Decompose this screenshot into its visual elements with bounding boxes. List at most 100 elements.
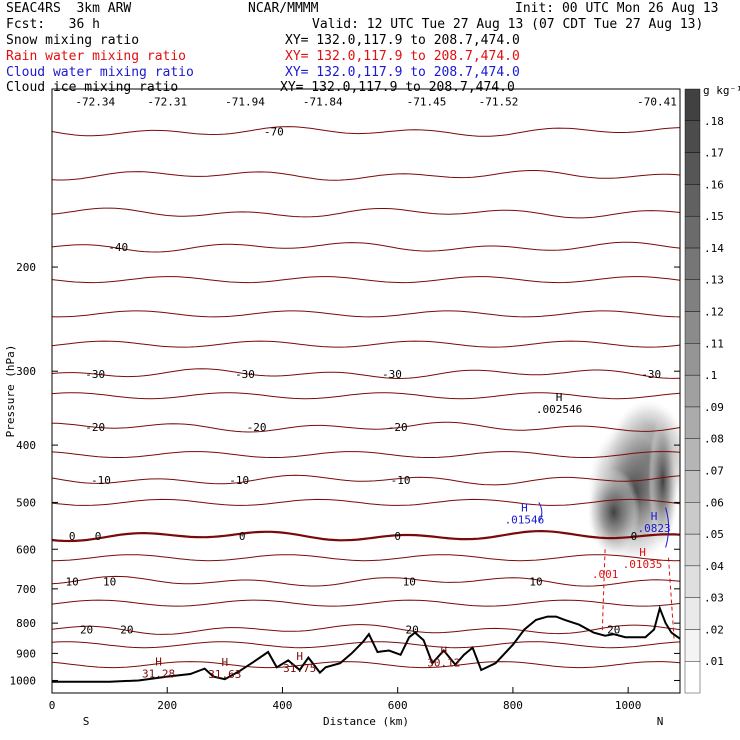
x-tick-label: 0 [49, 699, 56, 712]
temperature-contour-line [52, 498, 680, 506]
cloud-shading-blob [587, 468, 640, 557]
colorbar-label: .15 [704, 210, 724, 223]
contour-label: 20 [607, 623, 620, 636]
contour-label: 10 [529, 575, 542, 588]
colorbar-cell [684, 88, 701, 121]
colorbar-cell [684, 184, 701, 217]
field-xy-cloud-ice: XY= 132.0,117.9 to 208.7,474.0 [280, 80, 515, 95]
temperature-contour-line [52, 624, 680, 635]
temperature-contour-line [52, 661, 680, 669]
cloud-shading-blob [648, 414, 678, 547]
temperature-contour-line [52, 241, 680, 253]
contour-label: 10 [66, 575, 79, 588]
colorbar-cell [684, 533, 701, 567]
y-tick-label: 400 [16, 439, 36, 452]
field-label-rain: Rain water mixing ratio [6, 49, 187, 64]
temperature-contour-line [52, 368, 680, 380]
colorbar-unit: g kg⁻¹ [703, 84, 740, 97]
contour-label: 0 [631, 530, 638, 543]
temperature-contour-line [52, 599, 680, 607]
south-end-label: S [83, 715, 90, 728]
extremum-value: 31.28 [142, 667, 175, 680]
temperature-contour-line [52, 310, 680, 318]
contour-label: 0 [69, 530, 76, 543]
contour-label: 0 [394, 530, 401, 543]
colorbar-label: .09 [704, 401, 724, 414]
colorbar-cell [684, 279, 701, 312]
contour-label: -10 [91, 474, 111, 487]
y-tick-label: 600 [16, 543, 36, 556]
colorbar-label: .05 [704, 528, 724, 541]
colorbar-cell [684, 565, 701, 598]
contour-label: -30 [382, 368, 402, 381]
contour-labels: -70 -40 -30 -30 -30 -30 -20 -20 -20 -10 -10 -10 0 0 0 0… [66, 96, 677, 682]
rain-contour-line [667, 557, 675, 642]
x-tick-label: 600 [388, 699, 408, 712]
temperature-contour-line [52, 575, 680, 587]
extremum-marker: H [521, 501, 528, 514]
extremum-value: 31.63 [208, 668, 241, 681]
terrain-profile-line [52, 605, 680, 683]
extremum-value: .01035 [623, 558, 663, 571]
extremum-value: .002546 [536, 403, 582, 416]
y-axis-label: Pressure (hPa) [4, 345, 17, 438]
colorbar-cell [684, 597, 701, 630]
y-tick-label: 700 [16, 583, 36, 596]
temperature-contour-line [52, 126, 680, 137]
x-tick-label: 1000 [615, 699, 642, 712]
colorbar-label: .1 [704, 369, 717, 382]
colorbar-label: .08 [704, 433, 724, 446]
contour-label: -72.31 [147, 96, 187, 109]
colorbar-cell [684, 247, 701, 280]
y-tick-label: 800 [16, 617, 36, 630]
y-tick-label: 1000 [10, 674, 37, 687]
contour-label: 0 [95, 530, 102, 543]
contour-label: -20 [247, 421, 267, 434]
colorbar-label: .18 [704, 115, 724, 128]
init-time: Init: 00 UTC Mon 26 Aug 13 [515, 1, 719, 16]
colorbar-cell [684, 502, 701, 535]
colorbar-cell [684, 120, 701, 153]
x-axis-label: Distance (km) [323, 715, 409, 728]
field-label-cloud-water: Cloud water mixing ratio [6, 65, 194, 80]
colorbar-cell [684, 470, 701, 503]
contour-label: -30 [85, 368, 105, 381]
colorbar-cell [684, 311, 701, 344]
temperature-contours [52, 126, 680, 669]
contour-label: -72.34 [75, 96, 115, 109]
temperature-contour-line [52, 392, 680, 400]
colorbar-cell [684, 406, 701, 439]
temperature-contour-line [52, 554, 680, 562]
rain-contours [538, 502, 675, 642]
contour-label: 20 [120, 623, 133, 636]
temperature-contour-line [52, 207, 680, 219]
temperature-contour-line [52, 170, 680, 181]
extremum-marker: H [440, 644, 447, 657]
contour-label: -71.52 [479, 96, 519, 109]
colorbar-cell [684, 661, 701, 694]
colorbar-cell [684, 374, 701, 408]
temperature-contour-line [52, 421, 680, 433]
center-title: NCAR/MMMM [248, 1, 319, 16]
contour-label: 20 [405, 623, 418, 636]
temperature-contour-line [52, 474, 680, 486]
colorbar-label: .04 [704, 560, 724, 573]
terrain [52, 605, 680, 683]
extremum-value: 31.75 [283, 662, 316, 675]
contour-label: -71.84 [303, 96, 343, 109]
extremum-marker: H [639, 546, 646, 559]
colorbar-label: .17 [704, 147, 724, 160]
extremum-value: .01546 [505, 513, 545, 526]
y-tick-label: 200 [16, 261, 36, 274]
cloud-water-contour-line [538, 502, 543, 523]
contour-label: -10 [391, 474, 411, 487]
contour-label: -70 [264, 126, 284, 139]
extremum-value: .001 [592, 568, 619, 581]
extremum-marker: H [222, 656, 229, 669]
extremum-value: 30.12 [427, 656, 460, 669]
colorbar-label: .06 [704, 496, 724, 509]
contour-label: -71.45 [407, 96, 447, 109]
field-xy-snow: XY= 132.0,117.9 to 208.7,474.0 [285, 33, 520, 48]
